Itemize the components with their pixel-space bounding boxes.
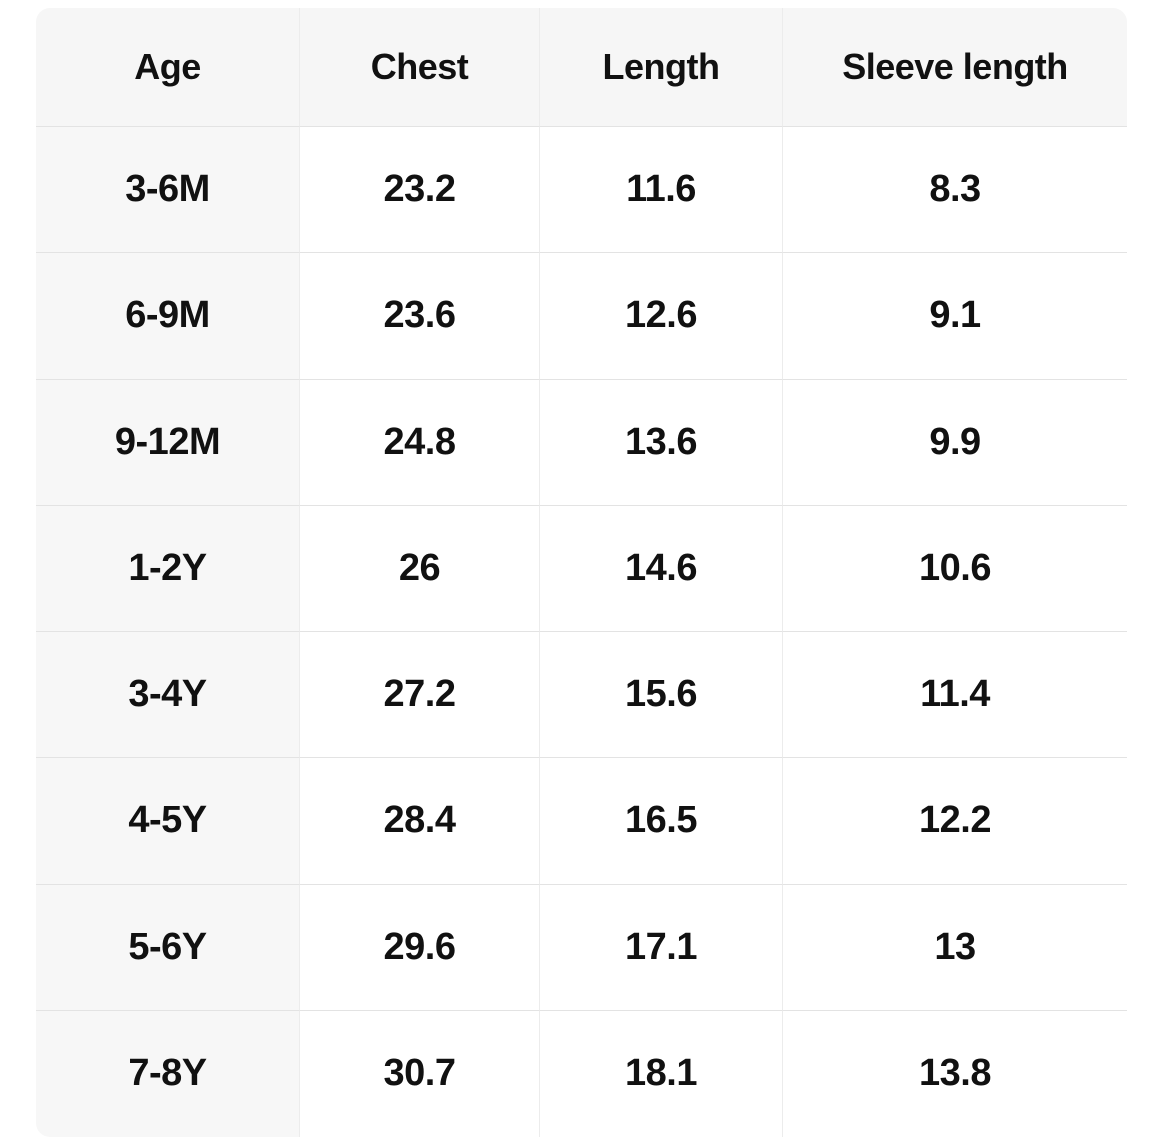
sleeve-length-value-cell: 12.2 [783, 758, 1127, 885]
sleeve-length-value-cell: 9.1 [783, 253, 1127, 380]
length-value-cell: 13.6 [540, 379, 783, 506]
age-label-cell: 5-6Y [36, 884, 300, 1011]
length-value-cell: 16.5 [540, 758, 783, 885]
length-value-cell: 12.6 [540, 253, 783, 380]
sleeve-length-value-cell: 13 [783, 884, 1127, 1011]
sleeve-length-value-cell: 13.8 [783, 1010, 1127, 1137]
length-value-cell: 18.1 [540, 1010, 783, 1137]
length-value-cell: 17.1 [540, 884, 783, 1011]
chest-value-cell: 24.8 [300, 379, 540, 506]
chest-value-cell: 28.4 [300, 758, 540, 885]
age-label-cell: 1-2Y [36, 505, 300, 632]
header-cell-chest: Chest [300, 8, 540, 127]
chest-value-cell: 23.6 [300, 253, 540, 380]
sleeve-length-value-cell: 10.6 [783, 505, 1127, 632]
chest-value-cell: 29.6 [300, 884, 540, 1011]
age-label-cell: 6-9M [36, 253, 300, 380]
size-chart-table: Age Chest Length Sleeve length 3-6M 23.2… [36, 8, 1127, 1137]
age-label-cell: 7-8Y [36, 1010, 300, 1137]
length-value-cell: 11.6 [540, 127, 783, 254]
chest-value-cell: 30.7 [300, 1010, 540, 1137]
length-value-cell: 14.6 [540, 505, 783, 632]
header-cell-length: Length [540, 8, 783, 127]
length-value-cell: 15.6 [540, 632, 783, 759]
age-label-cell: 3-6M [36, 127, 300, 254]
age-label-cell: 9-12M [36, 379, 300, 506]
sleeve-length-value-cell: 8.3 [783, 127, 1127, 254]
sleeve-length-value-cell: 9.9 [783, 379, 1127, 506]
chest-value-cell: 26 [300, 505, 540, 632]
header-cell-sleeve-length: Sleeve length [783, 8, 1127, 127]
age-label-cell: 3-4Y [36, 632, 300, 759]
age-label-cell: 4-5Y [36, 758, 300, 885]
sleeve-length-value-cell: 11.4 [783, 632, 1127, 759]
header-cell-age: Age [36, 8, 300, 127]
chest-value-cell: 27.2 [300, 632, 540, 759]
chest-value-cell: 23.2 [300, 127, 540, 254]
